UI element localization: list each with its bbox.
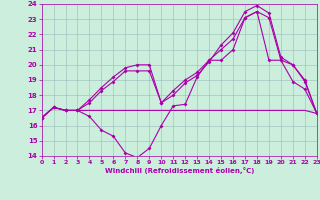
X-axis label: Windchill (Refroidissement éolien,°C): Windchill (Refroidissement éolien,°C): [105, 167, 254, 174]
